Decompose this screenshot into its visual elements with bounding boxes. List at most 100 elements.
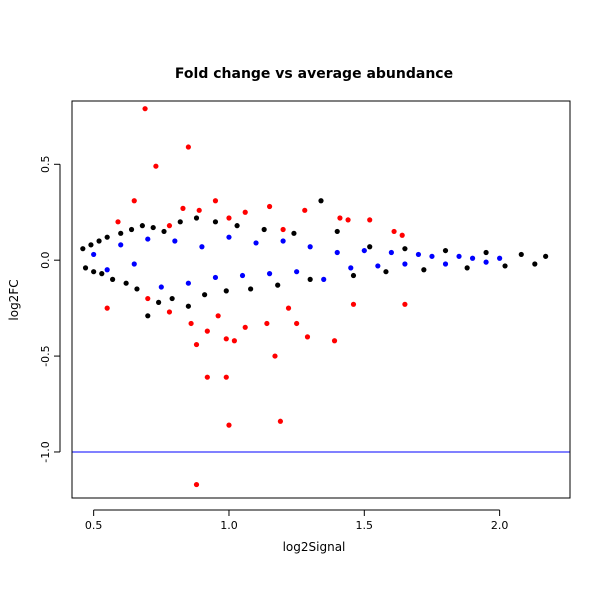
blue-data-point xyxy=(402,261,408,267)
black-data-point xyxy=(169,295,175,302)
blue-data-point xyxy=(483,259,489,265)
red-data-point xyxy=(285,305,292,311)
blue-data-point xyxy=(212,274,219,281)
blue-data-point xyxy=(199,244,205,250)
blue-data-point xyxy=(104,267,110,273)
red-data-point xyxy=(196,207,202,213)
blue-data-point xyxy=(266,271,273,277)
black-data-point xyxy=(139,223,145,229)
red-data-point xyxy=(294,320,300,327)
red-data-point xyxy=(302,207,308,213)
y-tick-label: -0.5 xyxy=(39,345,52,366)
blue-data-point xyxy=(334,249,340,256)
blue-data-point xyxy=(185,280,191,286)
black-data-point xyxy=(202,292,208,298)
black-data-point xyxy=(234,223,240,229)
black-data-point xyxy=(421,267,427,273)
red-data-point xyxy=(331,338,338,344)
red-data-point xyxy=(193,341,200,348)
red-data-point xyxy=(226,215,232,221)
black-data-point xyxy=(177,219,183,225)
x-tick-label: 0.5 xyxy=(85,519,103,532)
black-data-point xyxy=(518,251,524,258)
blue-data-point xyxy=(361,247,367,254)
red-data-point xyxy=(223,336,229,342)
blue-data-point xyxy=(388,249,394,256)
black-data-point xyxy=(543,253,549,259)
red-data-point xyxy=(166,309,173,315)
red-data-point xyxy=(204,328,210,334)
x-tick-label: 2.0 xyxy=(491,519,509,532)
red-data-point xyxy=(193,481,200,488)
x-tick-label: 1.5 xyxy=(356,519,374,532)
black-data-point xyxy=(334,228,340,235)
black-data-point xyxy=(248,286,254,292)
blue-data-point xyxy=(442,261,449,267)
black-data-point xyxy=(185,303,191,309)
x-axis-label: log2Signal xyxy=(283,540,346,554)
black-data-point xyxy=(261,226,267,233)
x-tick-label: 1.0 xyxy=(220,519,238,532)
red-data-point xyxy=(180,205,186,212)
black-data-point xyxy=(307,276,313,282)
black-data-point xyxy=(483,249,489,256)
red-data-point xyxy=(223,374,229,380)
black-data-point xyxy=(145,313,151,319)
red-data-point xyxy=(367,217,373,223)
red-data-point xyxy=(145,295,151,302)
black-data-point xyxy=(88,242,94,248)
blue-data-point xyxy=(429,253,435,259)
red-data-point xyxy=(345,217,351,223)
black-data-point xyxy=(350,272,357,279)
blue-data-point xyxy=(91,251,97,258)
y-tick-label: 0.5 xyxy=(39,156,52,174)
black-data-point xyxy=(118,230,124,236)
blue-data-point xyxy=(294,269,300,275)
red-data-point xyxy=(304,334,311,340)
blue-data-point xyxy=(253,240,259,246)
black-data-point xyxy=(109,276,116,282)
red-data-point xyxy=(231,338,237,344)
blue-data-point xyxy=(348,265,354,271)
blue-data-point xyxy=(375,263,381,269)
blue-data-point xyxy=(145,236,151,242)
black-data-point xyxy=(383,269,389,275)
black-data-point xyxy=(123,280,129,286)
black-data-point xyxy=(502,263,508,269)
blue-data-point xyxy=(469,255,476,261)
blue-data-point xyxy=(118,242,124,248)
red-data-point xyxy=(272,353,278,359)
blue-data-point xyxy=(456,253,462,259)
black-data-point xyxy=(96,238,102,244)
black-data-point xyxy=(99,271,105,277)
blue-data-point xyxy=(415,251,422,258)
red-data-point xyxy=(391,228,397,235)
red-data-point xyxy=(142,106,148,112)
red-data-point xyxy=(115,219,121,225)
black-data-point xyxy=(161,228,167,235)
black-data-point xyxy=(104,234,110,240)
blue-data-point xyxy=(226,234,232,240)
black-data-point xyxy=(442,247,449,254)
red-data-point xyxy=(402,301,408,307)
red-data-point xyxy=(166,223,173,229)
black-data-point xyxy=(193,215,200,221)
red-data-point xyxy=(131,198,137,204)
black-data-point xyxy=(134,286,140,292)
blue-data-point xyxy=(497,255,503,261)
red-data-point xyxy=(266,203,273,210)
y-tick-label: 0.0 xyxy=(39,251,52,269)
x-axis: 0.5 1.0 1.5 2.0 xyxy=(85,509,509,532)
red-data-point xyxy=(212,198,219,204)
red-data-point xyxy=(280,226,286,233)
y-tick-label: -1.0 xyxy=(39,441,52,462)
blue-data-point xyxy=(131,261,137,267)
red-data-point xyxy=(264,320,270,327)
data-points xyxy=(80,106,549,488)
blue-data-point xyxy=(158,284,164,290)
black-data-point xyxy=(91,269,97,275)
red-data-point xyxy=(242,209,248,215)
black-data-point xyxy=(82,265,89,271)
blue-data-point xyxy=(307,244,313,250)
